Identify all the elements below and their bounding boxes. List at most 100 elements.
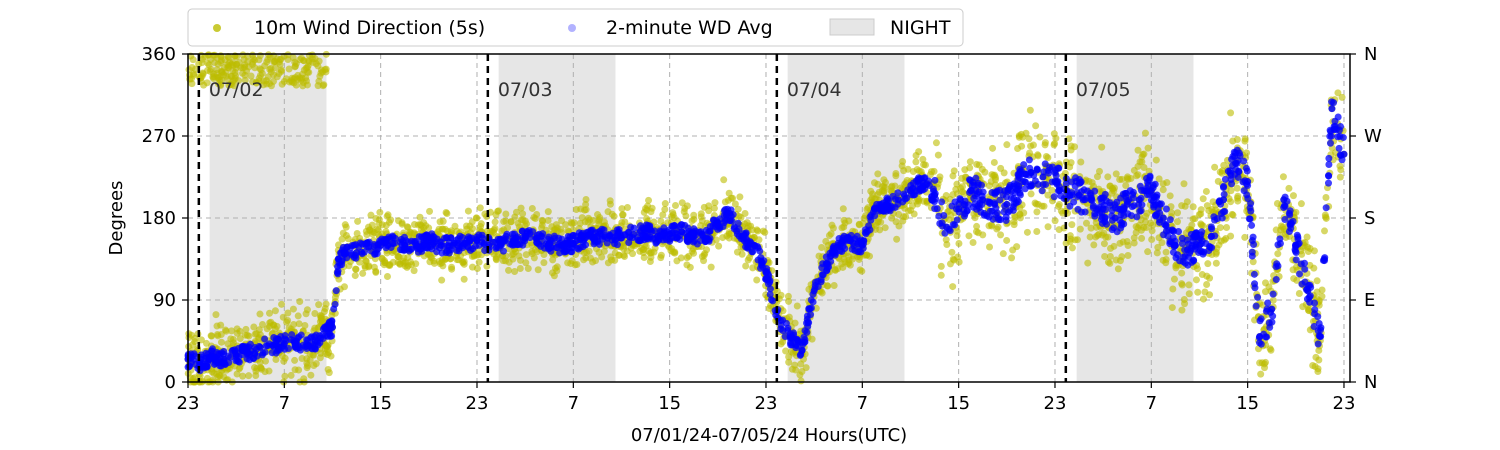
wd2min-point (1153, 191, 1161, 199)
legend-patch-night (829, 18, 875, 36)
wd2min-point (1325, 154, 1333, 162)
wd2min-point (683, 237, 691, 245)
x-tick-label-1: 7 (279, 393, 290, 414)
wd5s-point (1148, 235, 1156, 243)
wd2min-point (689, 238, 697, 246)
wd5s-point (477, 220, 485, 228)
wd5s-point (1162, 255, 1170, 263)
wd5s-point (1050, 141, 1058, 149)
wd5s-point (707, 263, 715, 271)
wd5s-point (191, 334, 199, 342)
wd5s-point (874, 170, 882, 178)
wd5s-point (266, 65, 274, 73)
wd5s-point (507, 218, 515, 226)
wd2min-point (489, 238, 497, 246)
wd5s-point (291, 63, 299, 71)
wd2min-point (782, 319, 790, 327)
wd5s-point (1095, 167, 1103, 175)
wd5s-point (846, 261, 854, 269)
wd2min-point (1247, 207, 1255, 215)
wd2min-point (978, 200, 986, 208)
wd5s-point (259, 320, 267, 328)
wd5s-point (711, 199, 719, 207)
wd2min-point (1086, 189, 1094, 197)
wd5s-point (1133, 172, 1141, 180)
wd5s-point (881, 224, 889, 232)
wd2min-point (1053, 178, 1061, 186)
wd5s-point (887, 183, 895, 191)
wd2min-point (1297, 260, 1305, 268)
wd5s-point (1011, 212, 1019, 220)
wd5s-point (502, 210, 510, 218)
wd2min-point (1097, 195, 1105, 203)
wd5s-point (615, 251, 623, 259)
wd2min-point (1326, 139, 1334, 147)
wd2min-point (797, 350, 805, 358)
wd2min-point (1034, 180, 1042, 188)
wd5s-point (217, 321, 225, 329)
wd5s-point (1181, 300, 1189, 308)
wd5s-point (1188, 221, 1196, 229)
wd5s-point (661, 200, 669, 208)
wd5s-point (284, 309, 292, 317)
wd2min-point (979, 188, 987, 196)
wd2min-point (909, 191, 917, 199)
wd5s-point (855, 255, 863, 263)
wd5s-point (199, 70, 207, 78)
wd2min-point (499, 247, 507, 255)
wd5s-point (1027, 190, 1035, 198)
wd2min-point (1325, 172, 1333, 180)
wd2min-point (706, 223, 714, 231)
wd5s-point (735, 212, 743, 220)
wd5s-point (698, 217, 706, 225)
right-tick-label-2: S (1364, 208, 1375, 229)
wd5s-point (1033, 208, 1041, 216)
wd2min-point (1074, 192, 1082, 200)
wd5s-point (1013, 243, 1021, 251)
wd2min-point (512, 237, 520, 245)
wd5s-point (430, 259, 438, 267)
legend-marker-wd5s (213, 24, 221, 32)
x-tick-label-6: 23 (755, 393, 778, 414)
wd2min-point (931, 176, 939, 184)
wd2min-point (1207, 233, 1215, 241)
wd5s-point (1066, 163, 1074, 171)
wd2min-point (562, 248, 570, 256)
wd5s-point (522, 251, 530, 259)
wd5s-point (1227, 109, 1235, 117)
wd2min-point (251, 350, 259, 358)
wd5s-point (895, 210, 903, 218)
wd5s-point (683, 254, 691, 262)
wd2min-point (757, 261, 765, 269)
wd2min-point (410, 238, 418, 246)
wd2min-point (202, 349, 210, 357)
series-2min-average (184, 98, 1348, 375)
wd5s-point (845, 217, 853, 225)
wd2min-point (1162, 205, 1170, 213)
wd2min-point (419, 234, 427, 242)
wd2min-point (295, 333, 303, 341)
wd5s-point (1057, 207, 1065, 215)
wd5s-point (1034, 200, 1042, 208)
wd5s-point (1261, 288, 1269, 296)
wd2min-point (992, 204, 1000, 212)
wd2min-point (992, 210, 1000, 218)
wd5s-point (187, 75, 195, 83)
right-tick-label-4: N (1364, 44, 1377, 65)
wd5s-point (582, 254, 590, 262)
wd2min-point (1335, 144, 1343, 152)
wd5s-point (1321, 211, 1329, 219)
wd5s-point (303, 364, 311, 372)
wd5s-point (942, 236, 950, 244)
wd5s-point (517, 216, 525, 224)
wd5s-point (549, 256, 557, 264)
wd5s-point (185, 330, 193, 338)
wd5s-point (1272, 226, 1280, 234)
wd5s-point (242, 325, 250, 333)
wd2min-point (1257, 340, 1265, 348)
wd5s-point (736, 193, 744, 201)
wd5s-point (227, 327, 235, 335)
wd5s-point (798, 368, 806, 376)
wd5s-point (608, 210, 616, 218)
wd5s-point (301, 321, 309, 329)
